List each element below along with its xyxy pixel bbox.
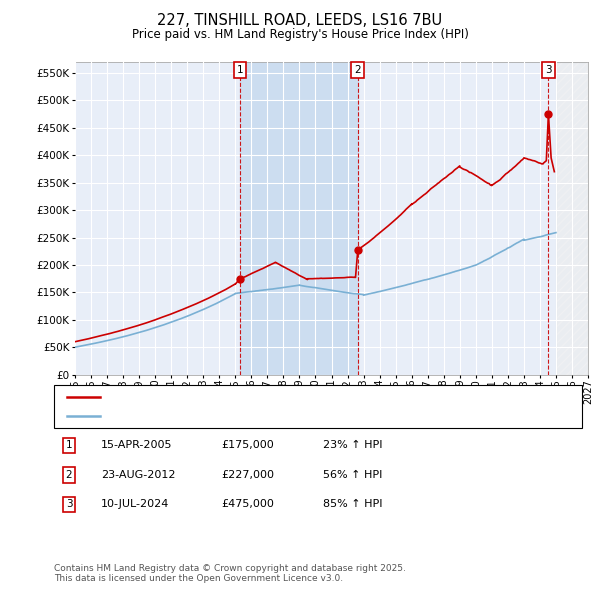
Text: 227, TINSHILL ROAD, LEEDS, LS16 7BU (semi-detached house): 227, TINSHILL ROAD, LEEDS, LS16 7BU (sem…	[106, 392, 433, 402]
Text: 3: 3	[545, 65, 552, 75]
Text: 3: 3	[65, 500, 73, 509]
Text: 2: 2	[355, 65, 361, 75]
Text: 56% ↑ HPI: 56% ↑ HPI	[323, 470, 382, 480]
Text: 10-JUL-2024: 10-JUL-2024	[101, 500, 169, 509]
Text: Contains HM Land Registry data © Crown copyright and database right 2025.
This d: Contains HM Land Registry data © Crown c…	[54, 563, 406, 583]
Bar	[556, 62, 588, 375]
Text: 23% ↑ HPI: 23% ↑ HPI	[323, 441, 382, 450]
Bar	[556, 62, 588, 375]
Text: 1: 1	[65, 441, 73, 450]
Text: £475,000: £475,000	[221, 500, 274, 509]
Text: HPI: Average price, semi-detached house, Leeds: HPI: Average price, semi-detached house,…	[106, 411, 358, 421]
Text: Price paid vs. HM Land Registry's House Price Index (HPI): Price paid vs. HM Land Registry's House …	[131, 28, 469, 41]
Text: 1: 1	[236, 65, 243, 75]
Text: £175,000: £175,000	[221, 441, 274, 450]
Text: 227, TINSHILL ROAD, LEEDS, LS16 7BU: 227, TINSHILL ROAD, LEEDS, LS16 7BU	[157, 13, 443, 28]
Text: 2: 2	[65, 470, 73, 480]
Text: 23-AUG-2012: 23-AUG-2012	[101, 470, 175, 480]
Text: 15-APR-2005: 15-APR-2005	[101, 441, 172, 450]
Text: 85% ↑ HPI: 85% ↑ HPI	[323, 500, 382, 509]
Bar	[240, 62, 358, 375]
Text: £227,000: £227,000	[221, 470, 274, 480]
